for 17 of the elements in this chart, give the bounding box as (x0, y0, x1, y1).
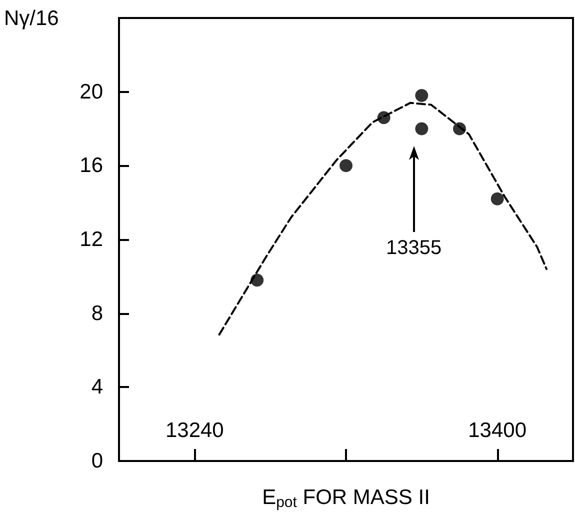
y-tick-label: 20 (80, 80, 103, 104)
y-tick-label: 8 (91, 302, 103, 325)
point (415, 89, 428, 102)
point (250, 274, 264, 287)
point (415, 122, 428, 136)
point (453, 122, 466, 136)
y-tick-label: 0 (91, 450, 103, 472)
y-tick-label: 16 (80, 154, 103, 178)
x-tick-label: 13400 (468, 419, 527, 442)
y-tick-label: 12 (80, 228, 103, 251)
y-axis-title: Nγ/16 (4, 7, 59, 30)
point (377, 111, 390, 124)
y-tick-label: 4 (91, 376, 104, 399)
point (490, 192, 504, 206)
annotation: 13355 (386, 237, 442, 259)
x-tick-label: 13240 (165, 419, 224, 442)
point (340, 159, 352, 172)
